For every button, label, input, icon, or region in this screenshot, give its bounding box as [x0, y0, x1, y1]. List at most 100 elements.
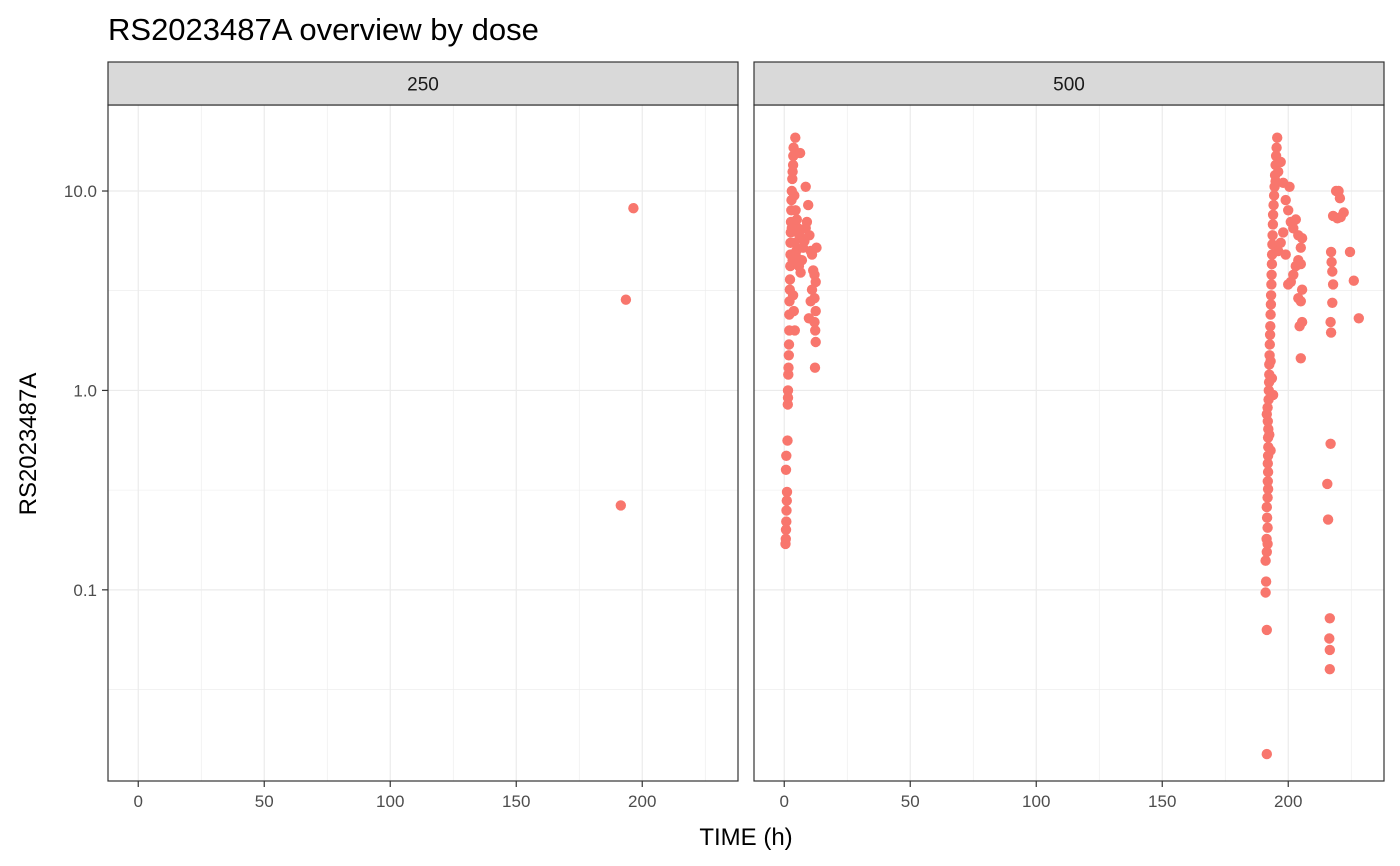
data-point — [1338, 207, 1349, 218]
x-axis-panel-250: 0 50 100 150 200 — [134, 781, 656, 811]
data-point — [806, 284, 818, 295]
data-point — [1348, 275, 1360, 286]
data-point — [811, 242, 822, 253]
data-point — [803, 199, 814, 211]
data-point — [620, 294, 632, 305]
data-point — [1295, 353, 1307, 364]
data-point — [789, 325, 800, 336]
data-point — [791, 214, 802, 225]
x-tick-label: 200 — [628, 792, 656, 811]
data-point — [1284, 181, 1295, 192]
data-point — [810, 336, 821, 348]
data-point — [1262, 458, 1274, 469]
x-tick-label: 0 — [780, 792, 789, 811]
data-point — [1273, 166, 1284, 177]
panel-background — [108, 105, 738, 781]
data-point — [1334, 193, 1346, 204]
data-point — [1267, 230, 1278, 241]
data-point — [1265, 299, 1277, 310]
data-point — [1353, 313, 1365, 324]
facet-strip-label: 250 — [407, 75, 439, 96]
data-point — [805, 296, 816, 307]
data-point — [788, 305, 799, 317]
data-point — [1262, 522, 1273, 533]
x-axis-title: TIME (h) — [699, 824, 792, 851]
facet-panel-250: 250 — [107, 61, 739, 782]
facet-strip-label: 500 — [1053, 75, 1085, 96]
facet-strip — [753, 61, 1385, 106]
data-point — [1261, 748, 1273, 760]
data-point — [801, 216, 813, 228]
data-point — [781, 486, 793, 498]
data-point — [1325, 438, 1336, 449]
data-point — [786, 223, 797, 234]
data-point — [1265, 321, 1276, 332]
data-point — [804, 230, 815, 241]
x-tick-label: 50 — [901, 792, 920, 811]
y-axis-title: RS2023487A — [15, 373, 42, 516]
data-point — [1267, 209, 1279, 220]
data-point — [1261, 546, 1273, 558]
x-tick-label: 150 — [1148, 792, 1176, 811]
data-point — [810, 325, 821, 336]
data-point — [782, 435, 793, 446]
data-point — [1261, 501, 1273, 513]
data-point — [1280, 194, 1291, 206]
data-point — [1344, 246, 1356, 258]
data-point — [803, 313, 815, 324]
data-point — [1295, 296, 1307, 307]
data-point — [1262, 483, 1274, 495]
y-tick-label: 0.1 — [73, 581, 97, 600]
data-point — [782, 385, 794, 396]
data-point — [781, 495, 792, 506]
data-point — [1327, 297, 1338, 308]
data-point — [787, 159, 799, 171]
data-point — [1266, 269, 1277, 280]
data-point — [1264, 329, 1276, 340]
data-point — [1264, 429, 1275, 440]
chart-title: RS2023487A overview by dose — [108, 12, 539, 47]
data-point — [1261, 512, 1273, 523]
x-tick-label: 150 — [502, 792, 530, 811]
data-point — [783, 339, 795, 350]
data-point — [783, 350, 794, 361]
data-point — [1290, 214, 1302, 225]
data-point — [615, 500, 626, 511]
data-point — [1266, 373, 1278, 384]
data-point — [1267, 219, 1279, 230]
data-point — [790, 205, 801, 216]
data-point — [1322, 478, 1333, 490]
data-point — [1325, 327, 1337, 338]
data-point — [1262, 492, 1273, 503]
data-point — [1327, 279, 1339, 290]
data-point — [1327, 266, 1338, 277]
data-point — [1267, 389, 1279, 401]
data-point — [810, 276, 821, 288]
data-point — [1271, 142, 1282, 153]
data-point — [1324, 644, 1336, 656]
data-point — [1295, 258, 1307, 270]
data-point — [1261, 533, 1272, 545]
data-point — [1262, 476, 1274, 487]
data-point — [1260, 576, 1272, 587]
data-point — [1295, 242, 1307, 253]
data-point — [1275, 237, 1286, 248]
data-point — [1283, 279, 1294, 290]
data-point — [796, 255, 808, 266]
y-tick-label: 10.0 — [64, 182, 97, 201]
facet-panel-500: 500 — [753, 61, 1385, 782]
data-point — [1260, 555, 1271, 566]
data-point — [789, 190, 800, 201]
data-point — [781, 516, 792, 527]
data-point — [1262, 402, 1273, 413]
data-point — [1325, 316, 1336, 328]
data-point — [790, 132, 801, 143]
data-point — [780, 524, 792, 535]
data-point — [783, 362, 794, 373]
data-point — [1294, 321, 1305, 332]
data-point — [784, 274, 796, 285]
data-point — [787, 255, 798, 266]
data-point — [782, 392, 794, 403]
data-point — [1296, 284, 1308, 295]
